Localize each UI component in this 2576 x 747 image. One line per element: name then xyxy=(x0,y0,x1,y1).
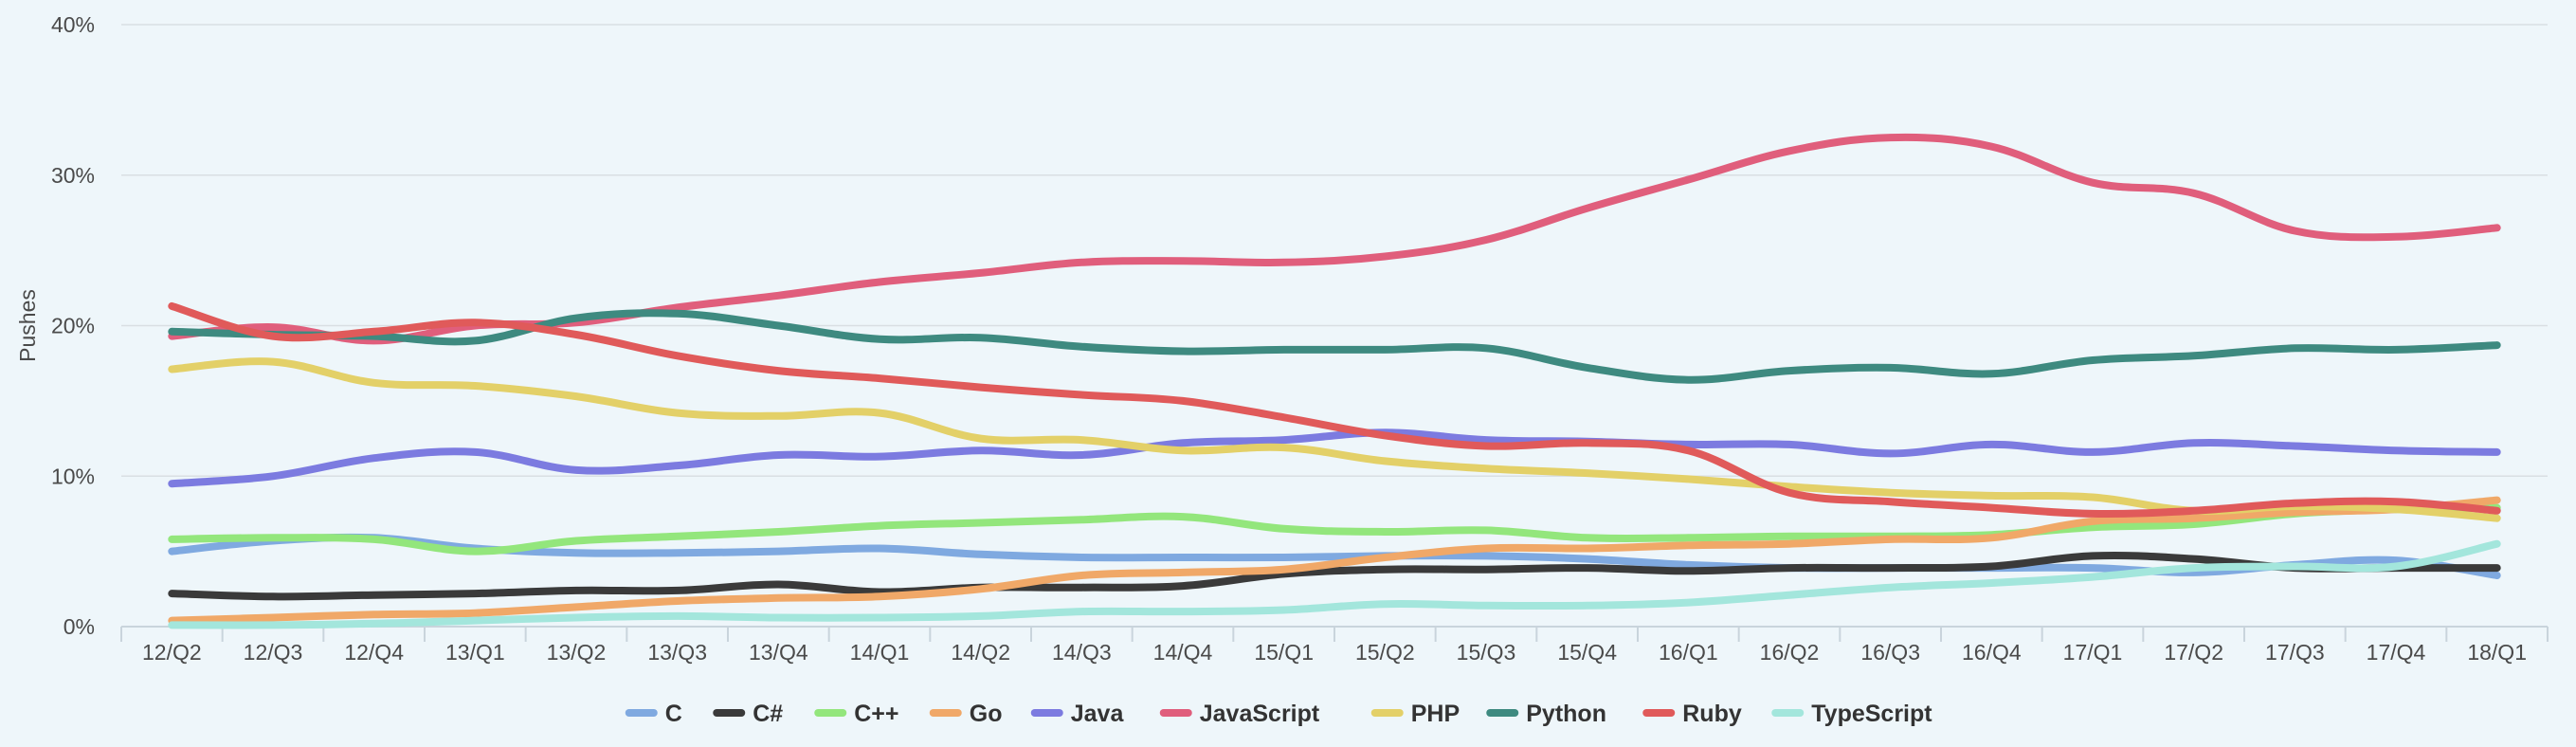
x-tick-label: 17/Q2 xyxy=(2164,640,2223,665)
legend-label: C# xyxy=(753,701,783,727)
legend-label: JavaScript xyxy=(1200,701,1320,727)
x-tick-label: 15/Q3 xyxy=(1457,640,1516,665)
legend-item-c: C xyxy=(625,701,682,727)
x-tick-label: 18/Q1 xyxy=(2467,640,2527,665)
legend-item-ruby: Ruby xyxy=(1642,701,1742,727)
x-tick-label: 14/Q3 xyxy=(1052,640,1112,665)
x-tick-label: 16/Q2 xyxy=(1760,640,1820,665)
legend-label: TypeScript xyxy=(1811,701,1932,727)
legend: C C# C++ Go Java JavaScript PHP Python Ruby TypeS… xyxy=(625,701,1932,727)
legend-label: C xyxy=(665,701,682,727)
x-tick-label: 14/Q1 xyxy=(850,640,910,665)
x-tick-label: 17/Q4 xyxy=(2367,640,2426,665)
series-line-3-go xyxy=(168,496,2501,625)
x-tick-label: 15/Q4 xyxy=(1557,640,1617,665)
x-tick-label: 13/Q1 xyxy=(445,640,505,665)
y-tick-label: 10% xyxy=(51,464,95,488)
series-line-8-ruby xyxy=(168,301,2501,519)
series-lines xyxy=(168,133,2501,629)
x-axis: 12/Q2 12/Q3 12/Q4 13/Q1 13/Q2 13/Q3 13/Q4 14/Q1… xyxy=(120,626,2549,665)
x-tick-label: 17/Q1 xyxy=(2063,640,2123,665)
series-line-9-typescript xyxy=(168,539,2501,629)
x-tick-label: 17/Q3 xyxy=(2265,640,2325,665)
series-line-7-python xyxy=(168,309,2501,384)
legend-label: Go xyxy=(970,701,1003,727)
series-line-1-csharp xyxy=(168,551,2501,601)
x-tick-label: 15/Q1 xyxy=(1254,640,1314,665)
series-line-4-java xyxy=(168,428,2501,488)
x-tick-label: 12/Q4 xyxy=(344,640,404,665)
x-tick-label: 14/Q4 xyxy=(1153,640,1213,665)
y-axis-ticks: 0% 10% 20% 30% 40% xyxy=(51,12,95,639)
x-tick-label: 16/Q4 xyxy=(1962,640,2022,665)
x-tick-label: 12/Q3 xyxy=(244,640,303,665)
y-tick-label: 40% xyxy=(51,12,95,37)
y-tick-label: 20% xyxy=(51,314,95,338)
series-line-5-javascript xyxy=(168,133,2501,345)
legend-item-php: PHP xyxy=(1370,701,1460,727)
legend-item-javascript: JavaScript xyxy=(1159,701,1320,727)
series-line-2-cplusplus xyxy=(168,503,2501,556)
legend-item-python: Python xyxy=(1486,701,1606,727)
legend-label: Java xyxy=(1071,701,1125,727)
legend-label: PHP xyxy=(1411,701,1460,727)
x-tick-label: 16/Q3 xyxy=(1860,640,1920,665)
legend-item-csharp: C# xyxy=(713,701,783,727)
x-tick-label: 13/Q4 xyxy=(749,640,808,665)
legend-item-typescript: TypeScript xyxy=(1771,701,1932,727)
legend-item-cplusplus: C++ xyxy=(814,701,899,727)
legend-label: C++ xyxy=(854,701,898,727)
legend-item-go: Go xyxy=(929,701,1003,727)
legend-label: Python xyxy=(1526,701,1606,727)
y-axis-title: Pushes xyxy=(15,289,40,362)
x-tick-label: 13/Q2 xyxy=(547,640,607,665)
legend-item-java: Java xyxy=(1030,701,1125,727)
x-tick-label: 12/Q2 xyxy=(142,640,202,665)
x-tick-label: 14/Q2 xyxy=(951,640,1010,665)
y-tick-label: 30% xyxy=(51,163,95,188)
series-line-6-php xyxy=(168,357,2501,522)
x-tick-label: 13/Q3 xyxy=(647,640,707,665)
x-tick-label: 16/Q1 xyxy=(1659,640,1718,665)
grid-lines xyxy=(121,24,2548,477)
y-tick-label: 0% xyxy=(63,614,95,639)
x-tick-label: 15/Q2 xyxy=(1355,640,1415,665)
legend-label: Ruby xyxy=(1682,701,1742,727)
series-line-0-c xyxy=(168,533,2501,579)
